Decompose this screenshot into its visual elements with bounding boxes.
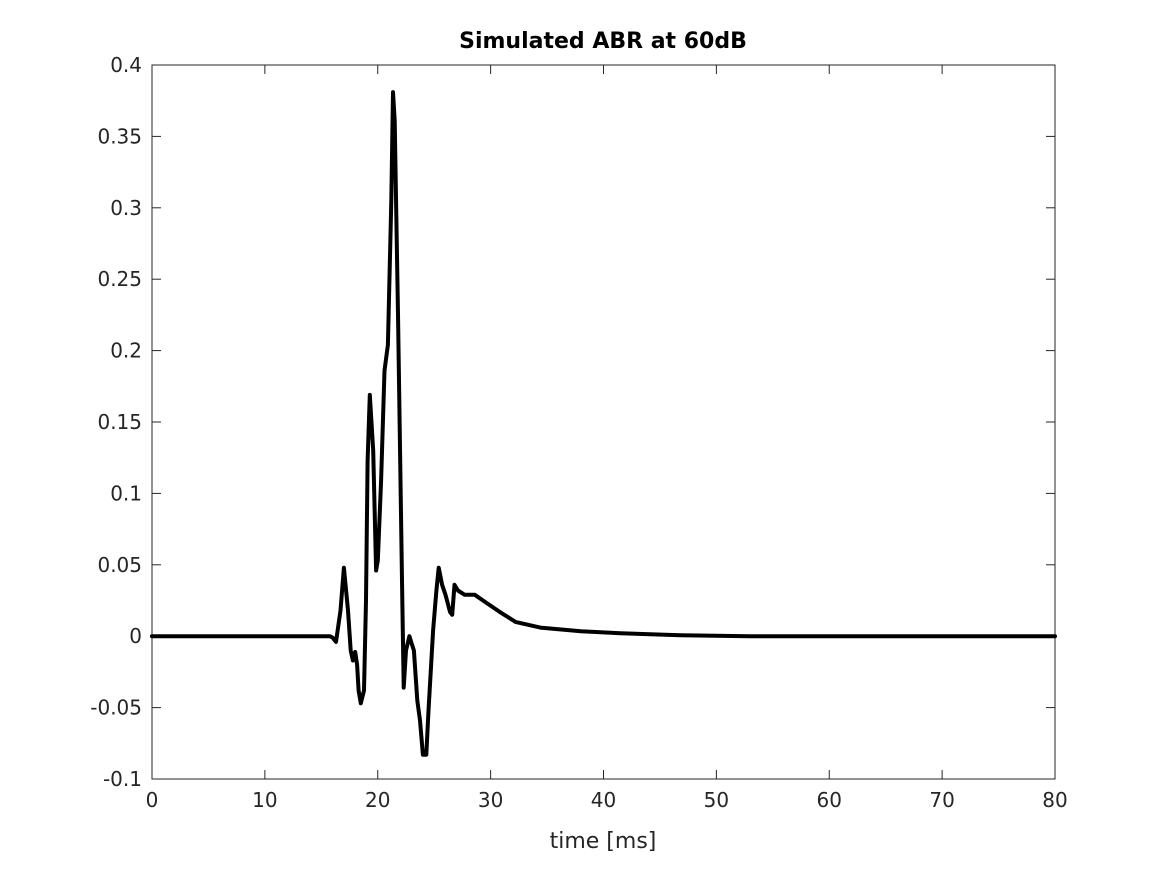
y-tick-label: 0.35 [97, 124, 142, 148]
x-tick-label: 10 [252, 788, 277, 812]
y-tick-label: -0.1 [103, 767, 142, 791]
x-axis-label: time [ms] [550, 829, 657, 854]
y-tick-label: 0.1 [110, 481, 142, 505]
y-tick-label: 0.25 [97, 267, 142, 291]
y-tick-label: 0.2 [110, 339, 142, 363]
y-tick-label: 0.15 [97, 410, 142, 434]
plot-area [151, 64, 1056, 780]
y-tick-label: 0.05 [97, 553, 142, 577]
y-tick-label: 0.4 [110, 53, 142, 77]
x-tick-label: 30 [478, 788, 503, 812]
abr-waveform-line [150, 90, 1057, 757]
x-tick-label: 40 [591, 788, 616, 812]
y-tick-label: -0.05 [90, 696, 142, 720]
x-tick-label: 80 [1042, 788, 1067, 812]
y-tick-label: 0 [129, 624, 142, 648]
x-tick-label: 0 [146, 788, 159, 812]
chart-title: Simulated ABR at 60dB [459, 29, 747, 54]
x-tick-label: 50 [704, 788, 729, 812]
x-tick-label: 70 [929, 788, 954, 812]
x-tick-label: 60 [817, 788, 842, 812]
y-tick-label: 0.3 [110, 196, 142, 220]
x-tick-label: 20 [365, 788, 390, 812]
